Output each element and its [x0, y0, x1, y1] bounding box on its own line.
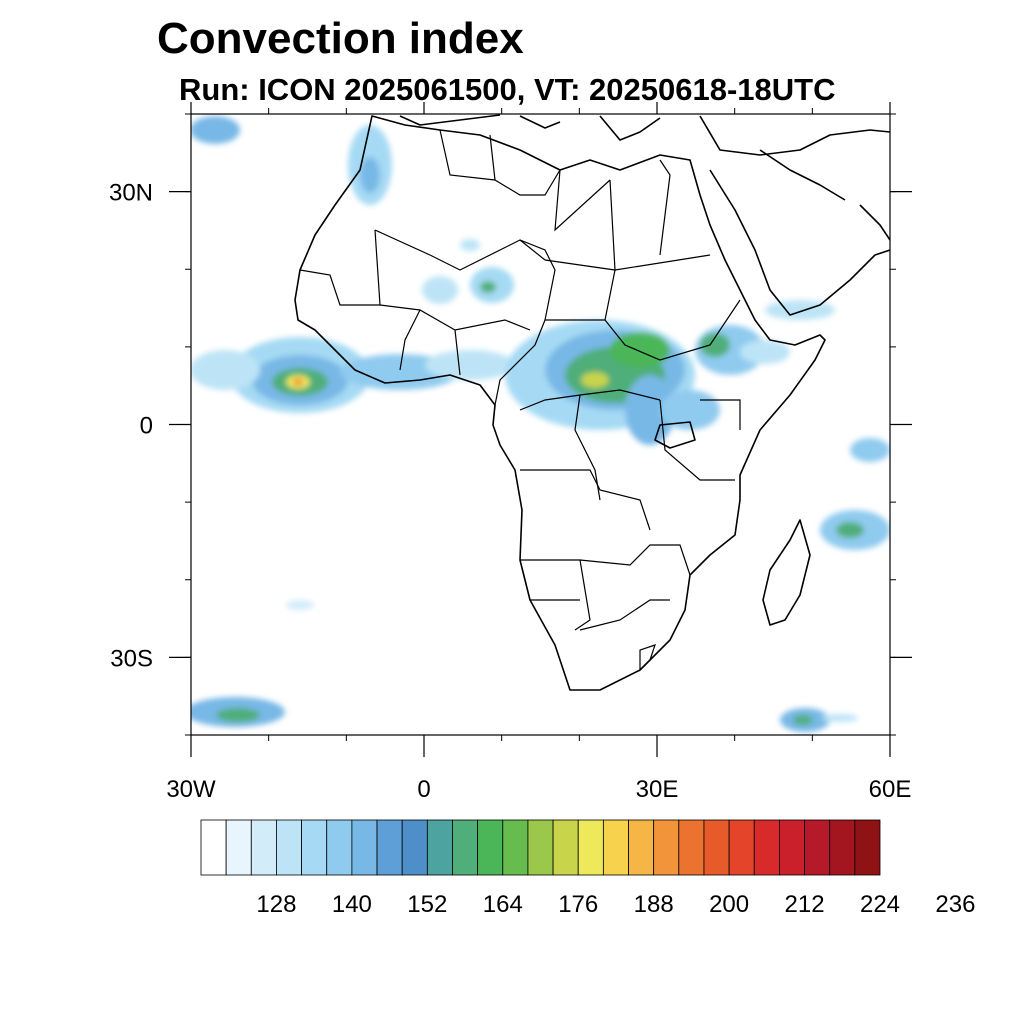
colorbar-swatch: [401, 819, 428, 876]
colorbar-swatch: [829, 819, 856, 876]
colorbar-swatch: [753, 819, 780, 876]
colorbar-swatch: [301, 819, 328, 876]
colorbar-swatch: [804, 819, 831, 876]
colorbar-swatch: [728, 819, 755, 876]
colorbar-swatch: [779, 819, 805, 876]
colorbar-label: 176: [558, 891, 598, 918]
colorbar-swatch: [678, 819, 705, 876]
colorbar-swatch: [703, 819, 730, 876]
colorbar-label: 128: [256, 891, 296, 918]
colorbar-swatch: [502, 819, 529, 876]
lon-tick-label: 60E: [869, 776, 912, 803]
colorbar-swatch: [854, 819, 881, 876]
colorbar-swatch: [376, 819, 403, 876]
colorbar-label: 164: [483, 891, 523, 918]
colorbar-swatch: [250, 819, 277, 876]
axis-ticks: [169, 102, 912, 757]
colorbar-swatch: [653, 819, 680, 876]
country-borders: [299, 129, 741, 672]
colorbar-swatch: [527, 819, 554, 876]
lon-tick-label: 30W: [166, 776, 216, 803]
colorbar-swatch: [552, 819, 579, 876]
colorbar-swatch: [351, 819, 378, 876]
coastlines: [294, 114, 890, 691]
colorbar-swatch: [326, 819, 353, 876]
map-title: Convection index: [157, 14, 524, 63]
colorbar-label: 224: [860, 891, 900, 918]
colorbar-swatch: [426, 819, 453, 876]
lat-tick-label: 30N: [109, 180, 153, 207]
colorbar-label: 140: [332, 891, 372, 918]
colorbar-label: 188: [634, 891, 674, 918]
colorbar-swatch: [577, 819, 604, 876]
colorbar-swatch: [602, 819, 629, 876]
lat-tick-label: 0: [140, 413, 153, 440]
colorbar-labels: 128 140 152 164 176 188 200 212 224 236: [256, 891, 975, 918]
colorbar-label: 236: [935, 891, 975, 918]
colorbar-swatch: [477, 819, 504, 876]
map-frame: [190, 113, 891, 736]
colorbar-label: 200: [709, 891, 749, 918]
convection-field: [191, 116, 890, 732]
colorbar-swatch: [452, 819, 479, 876]
colorbar-swatch: [276, 819, 302, 876]
colorbar-swatch: [225, 819, 252, 876]
arabia-coastline: [709, 169, 890, 316]
colorbar-label: 212: [785, 891, 825, 918]
colorbar: [200, 819, 881, 876]
colorbar-swatch: [200, 819, 227, 876]
lon-tick-label: 30E: [636, 776, 679, 803]
convection-shading: [191, 116, 890, 732]
colorbar-label: 152: [407, 891, 447, 918]
lon-tick-label: 0: [417, 776, 430, 803]
axis-tick-labels: 30W 0 30E 60E 30N 0 30S: [109, 180, 911, 803]
lat-tick-label: 30S: [110, 645, 153, 672]
africa-coastline: [294, 115, 826, 691]
colorbar-swatch: [628, 819, 655, 876]
map-subtitle: Run: ICON 2025061500, VT: 20250618-18UTC: [179, 72, 836, 107]
madagascar-coastline: [762, 519, 811, 626]
